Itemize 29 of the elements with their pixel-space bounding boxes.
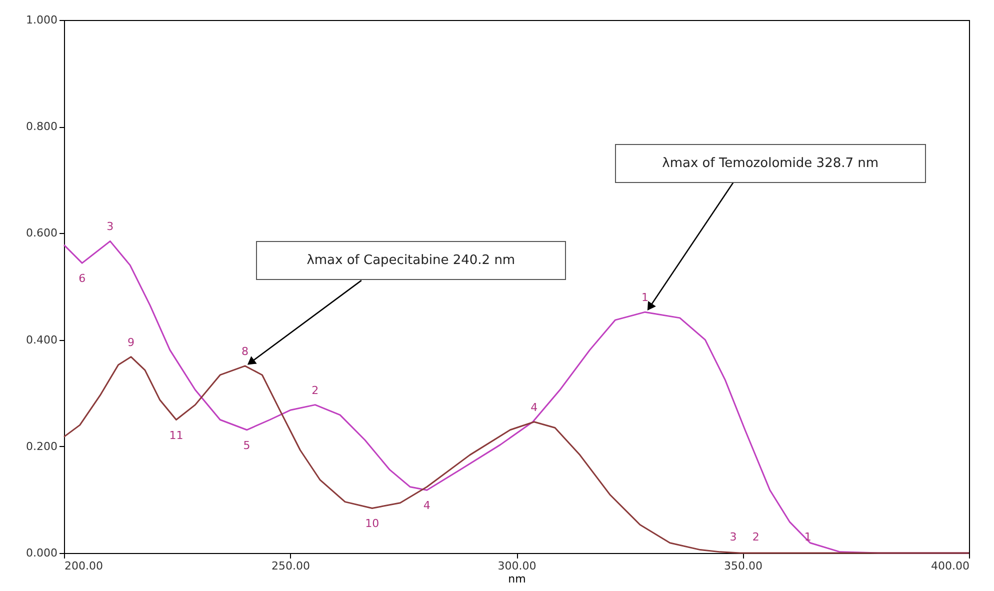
annotation: 3 [106,220,114,234]
y-tick-label: 0.800 [26,120,58,134]
callout-box: λmax of Capecitabine 240.2 nm [256,241,566,280]
y-tick-label: 0.600 [26,226,58,240]
annotation: 9 [127,336,134,349]
callout-box: λmax of Temozolomide 328.7 nm [615,144,926,183]
x-tick-label: 200.00 [64,560,103,572]
annotation: 10 [365,517,380,530]
annotation: 8 [242,344,248,358]
annotation: 4 [423,499,430,512]
x-axis-title: nm [508,572,526,586]
annotation: 3 [730,530,737,544]
annotation: 4 [530,400,538,414]
x-tick-label: 350.00 [724,560,762,572]
x-tick-label: 400.00 [931,560,970,572]
y-tick-label: 0.000 [26,546,58,560]
annotation: 1 [642,291,649,304]
y-tick-label: 0.200 [26,440,58,453]
line-series [63,356,970,554]
annotation: 5 [243,438,250,452]
annotation: 2 [752,530,760,544]
x-tick-label: 250.00 [272,560,310,572]
annotation: 6 [78,272,86,286]
y-tick-label: 1.000 [26,14,58,26]
annotation: 11 [169,428,184,442]
annotation: 1 [804,530,812,544]
x-tick-label: 300.00 [498,560,536,572]
annotation: 2 [312,384,319,397]
y-tick-label: 0.400 [26,333,58,346]
